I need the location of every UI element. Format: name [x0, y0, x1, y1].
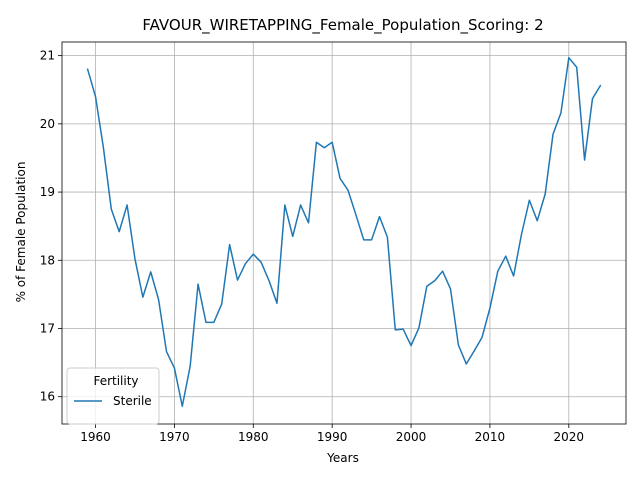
y-axis-ticks: 16 17 18 19 20 21: [40, 49, 62, 404]
chart-title: FAVOUR_WIRETAPPING_Female_Population_Sco…: [142, 16, 543, 35]
x-tick-label: 1980: [238, 430, 269, 444]
legend-box: [66, 367, 160, 425]
y-axis-label: % of Female Population: [14, 162, 28, 303]
y-tick-label: 19: [40, 185, 55, 199]
x-axis-label: Years: [326, 451, 359, 465]
y-tick-label: 18: [40, 253, 55, 267]
x-axis-ticks: 1960 1970 1980 1990 2000 2010 2020: [80, 424, 584, 444]
x-tick-label: 1970: [159, 430, 190, 444]
legend-label-sterile: Sterile: [113, 394, 152, 408]
x-tick-label: 2000: [396, 430, 427, 444]
x-tick-label: 1960: [80, 430, 111, 444]
x-tick-label: 2010: [475, 430, 506, 444]
legend-title: Fertility: [93, 374, 138, 388]
y-tick-label: 20: [40, 117, 55, 131]
x-tick-label: 1990: [317, 430, 348, 444]
y-tick-label: 21: [40, 49, 55, 63]
plot-frame: [61, 41, 627, 425]
series-line-sterile: [86, 56, 602, 408]
legend: Fertility Sterile: [66, 367, 160, 425]
series-layer: [86, 56, 602, 408]
x-tick-label: 2020: [554, 430, 585, 444]
y-tick-label: 16: [40, 390, 55, 404]
y-tick-label: 17: [40, 322, 55, 336]
